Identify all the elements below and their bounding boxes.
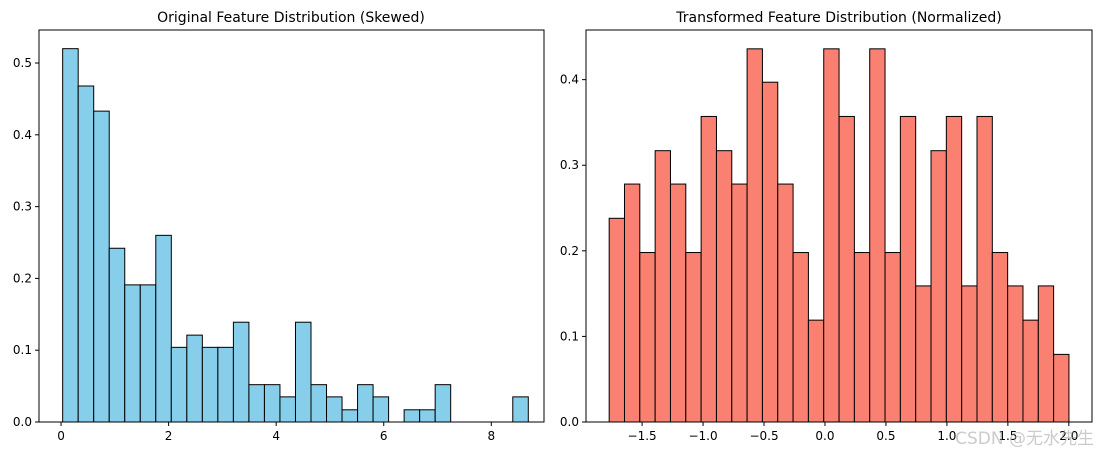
histogram-bar [976,115,993,423]
x-tick-label: 1.5 [998,429,1017,443]
histogram-bar [853,252,871,423]
y-tick-label: 0.2 [13,271,32,285]
histogram-bar [357,384,374,423]
histogram-bar [326,396,343,423]
y-tick-label: 0.5 [13,56,32,70]
histogram-bar [1022,319,1039,423]
histogram-bar [419,409,436,423]
histogram-bar [232,321,250,423]
histogram-bar [807,319,825,423]
left-chart-title: Original Feature Distribution (Skewed) [157,10,425,26]
histogram-bar [124,284,141,423]
histogram-bar [512,396,529,423]
y-tick-label: 0.1 [560,329,579,343]
histogram-bar [201,346,219,423]
histogram-bar [869,48,886,423]
histogram-bar [608,217,625,423]
histogram-bar [186,334,203,423]
histogram-bar [685,252,702,423]
y-tick-label: 0.0 [560,415,579,429]
histogram-bar [217,346,234,423]
x-tick-label: 0.5 [876,429,895,443]
histogram-bar [761,81,779,423]
histogram-bar [884,252,901,423]
axes-frame [38,29,545,423]
histogram-bar [715,150,733,423]
histogram-bar [700,115,717,423]
left-histogram-panel: Original Feature Distribution (Skewed) 0… [13,10,545,443]
x-tick-label: 1.0 [937,429,956,443]
histogram-bar [639,252,656,423]
histogram-bar [139,284,157,423]
histogram-bar [991,252,1009,423]
histogram-bar [108,247,126,423]
histogram-bar [294,321,312,423]
histogram-bar [263,384,281,423]
right-chart-title: Transformed Feature Distribution (Normal… [675,10,1001,26]
y-tick-label: 0.1 [13,343,32,357]
histogram-bar [62,48,79,423]
histogram-bar [792,252,809,423]
histogram-bar [823,48,840,423]
x-tick-label: −1.5 [628,429,657,443]
histogram-bar [279,396,296,423]
x-tick-label: 0.0 [815,429,834,443]
x-tick-label: −0.5 [749,429,778,443]
histogram-bar [945,115,963,423]
histogram-bar [248,384,265,423]
histogram-bar [961,285,978,423]
y-tick-label: 0.0 [13,415,32,429]
x-tick-label: 6 [380,429,388,443]
histogram-bar [1007,285,1024,423]
histogram-bar [341,409,359,423]
histogram-bar [899,115,917,423]
x-tick-label: 0 [57,429,65,443]
watermark: CSDN @无水先生 [955,429,1094,449]
x-tick-label: 4 [272,429,280,443]
x-tick-label: 2.0 [1059,429,1078,443]
axes-frame [585,29,1093,423]
x-tick-label: −1.0 [688,429,717,443]
histogram-bar [310,384,328,423]
y-tick-label: 0.3 [560,158,579,172]
histogram-bar [155,234,172,423]
y-tick-label: 0.3 [13,200,32,214]
histogram-bar [77,85,95,423]
y-tick-label: 0.4 [560,73,579,87]
histogram-bar [434,384,452,423]
y-tick-label: 0.4 [13,128,32,142]
histogram-bar [915,285,932,423]
histogram-bar [838,115,855,423]
y-tick-label: 0.2 [560,244,579,258]
histogram-bar [372,396,390,423]
histogram-bar [654,150,671,423]
histogram-bar [746,48,763,423]
histogram-bar [1053,353,1070,423]
right-histogram-panel: Transformed Feature Distribution (Normal… [560,10,1093,443]
histogram-bar [930,150,947,423]
histogram-bar [731,183,748,423]
histogram-bar [777,183,794,423]
histogram-bar [669,183,687,423]
histogram-bar [170,346,188,423]
histogram-bar [1037,285,1055,423]
histogram-bar [623,183,641,423]
x-tick-label: 2 [165,429,173,443]
histogram-bar [93,110,110,423]
x-tick-label: 8 [487,429,495,443]
histogram-bar [403,409,421,423]
